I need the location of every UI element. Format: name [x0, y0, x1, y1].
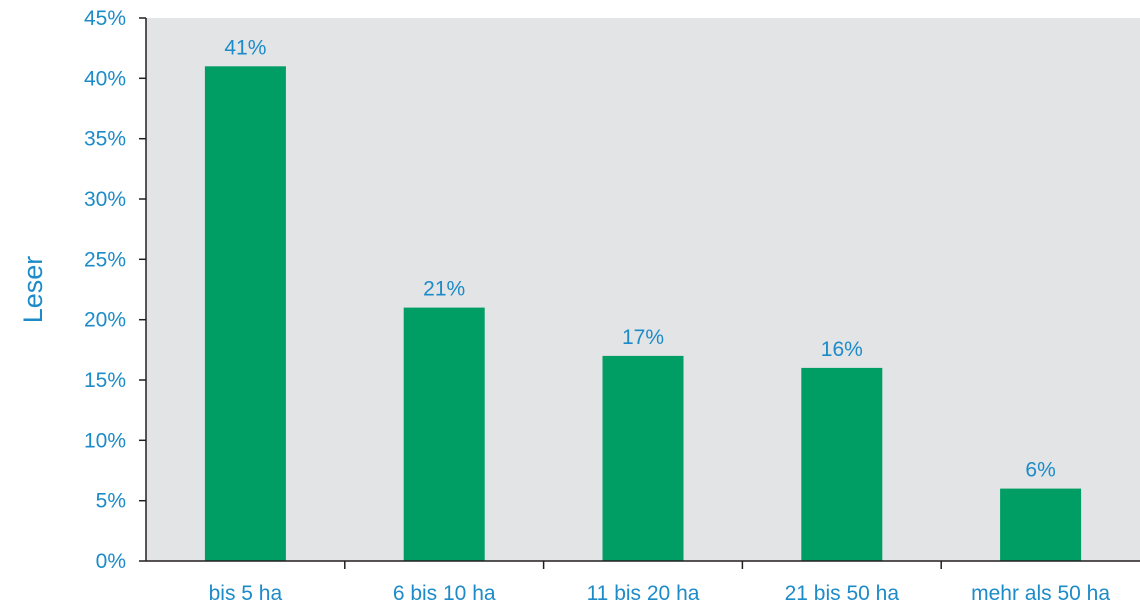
- data-label-1: 21%: [423, 278, 465, 301]
- x-tick-label-4: mehr als 50 ha: [971, 582, 1110, 605]
- y-axis-title: Leser: [18, 256, 48, 324]
- x-tick-label-2: 11 bis 20 ha: [587, 582, 700, 605]
- bar-1: [403, 307, 485, 561]
- x-tick-label-0: bis 5 ha: [209, 582, 283, 605]
- y-axis-ticks: 0% 5% 10% 15% 20% 25% 30% 35% 40% 45%: [84, 7, 146, 573]
- x-axis-ticks: bis 5 ha 6 bis 10 ha 11 bis 20 ha 21 bis 50…: [209, 561, 1110, 605]
- y-tick-label-0: 0%: [96, 550, 126, 573]
- y-tick-label-4: 20%: [84, 309, 126, 332]
- x-tick-label-3: 21 bis 50 ha: [785, 582, 900, 605]
- bar-3: [801, 367, 883, 561]
- data-label-4: 6%: [1025, 459, 1055, 482]
- x-tick-label-1: 6 bis 10 ha: [393, 582, 496, 605]
- y-tick-label-1: 5%: [96, 490, 126, 513]
- data-labels: 41% 21% 17% 16% 6%: [224, 36, 1055, 481]
- y-tick-label-9: 45%: [84, 7, 126, 30]
- bar-4: [1000, 488, 1082, 561]
- data-label-2: 17%: [622, 326, 664, 349]
- data-label-0: 41%: [224, 36, 266, 59]
- y-tick-label-3: 15%: [84, 369, 126, 392]
- y-tick-label-8: 40%: [84, 67, 126, 90]
- bar-2: [602, 355, 684, 561]
- y-tick-label-2: 10%: [84, 429, 126, 452]
- y-tick-label-5: 25%: [84, 248, 126, 271]
- y-tick-label-6: 30%: [84, 188, 126, 211]
- data-label-3: 16%: [821, 338, 863, 361]
- bar-0: [204, 66, 286, 562]
- y-tick-label-7: 35%: [84, 128, 126, 151]
- axes: [145, 18, 1140, 562]
- bars: [204, 66, 1082, 562]
